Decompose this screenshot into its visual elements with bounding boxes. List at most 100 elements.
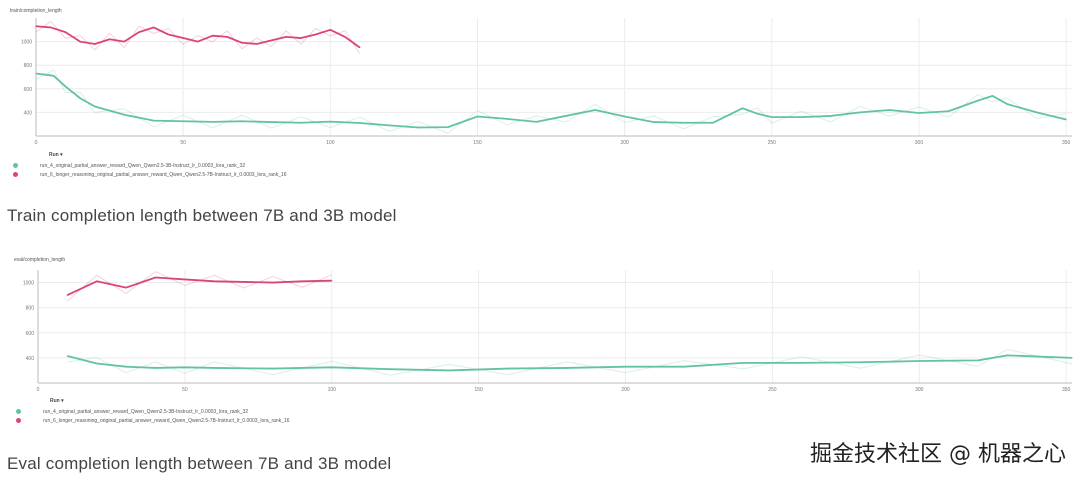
- train-series-point-0: [830, 115, 832, 117]
- train-series-point-0: [888, 109, 891, 111]
- eval-xtick-label: 250: [768, 387, 777, 393]
- train-series-point-0: [79, 97, 81, 99]
- train-series-point-0: [388, 124, 390, 126]
- eval-series-point-1: [96, 280, 98, 282]
- eval-series-point-1: [154, 276, 157, 279]
- eval-series-point-0: [154, 367, 157, 369]
- train-xtick-label: 50: [180, 140, 186, 146]
- eval-series-raw-1: [67, 270, 332, 302]
- eval-xtick-label: 0: [37, 387, 40, 393]
- train-series-point-1: [50, 26, 52, 29]
- train-legend-item-3b[interactable]: run_4_original_partial_answer_reward_Qwe…: [13, 161, 287, 170]
- train-series-point-0: [182, 120, 184, 122]
- eval-series-point-0: [977, 359, 979, 361]
- train-series-line-0: [35, 72, 1067, 129]
- train-chart-plot: 0 50 100 150 200 250 300 350 400 600 800 1000: [21, 18, 1072, 146]
- eval-caption: Eval completion length between 7B and 3B…: [7, 454, 392, 473]
- train-series-point-0: [506, 118, 508, 120]
- train-series-point-1: [108, 38, 111, 40]
- train-series-point-0: [64, 85, 67, 88]
- eval-xtick-label: 100: [328, 387, 337, 393]
- train-series-point-1: [285, 36, 287, 38]
- eval-series-point-0: [918, 360, 920, 362]
- train-series-point-0: [741, 107, 743, 109]
- train-series-point-0: [94, 105, 96, 108]
- eval-series-point-1: [331, 280, 333, 282]
- train-chart-panel: train/completion_length 0 50 100 150 200 250 3…: [0, 0, 1080, 200]
- train-series-raw-1: [35, 20, 361, 54]
- train-series-point-1: [329, 29, 331, 31]
- train-series-point-0: [918, 112, 920, 114]
- eval-series-point-0: [448, 369, 450, 372]
- train-xtick-label: 200: [620, 140, 629, 146]
- pink-dot-icon: [16, 418, 21, 423]
- eval-series-point-0: [566, 367, 568, 369]
- train-series-point-1: [226, 36, 228, 38]
- train-legend-item-7b[interactable]: run_6_longer_reasoning_original_partial_…: [13, 170, 287, 179]
- eval-legend-item-7b[interactable]: run_6_longer_reasoning_original_partial_…: [16, 416, 290, 425]
- watermark-text: 掘金技术社区 @ 机器之心: [810, 442, 1066, 467]
- eval-series-point-0: [624, 366, 627, 368]
- train-series-point-1: [256, 43, 258, 45]
- train-series-point-1: [79, 41, 81, 43]
- train-series-point-1: [182, 37, 184, 39]
- train-series-point-0: [624, 115, 626, 118]
- teal-dot-icon: [13, 163, 18, 168]
- train-xtick-label: 150: [473, 140, 482, 146]
- train-series-point-1: [123, 41, 125, 43]
- eval-series-line-1: [66, 276, 332, 296]
- train-series-point-0: [682, 122, 685, 124]
- train-legend-title: Run ▾: [49, 152, 63, 158]
- train-legend-label-3b: run_4_original_partial_answer_reward_Qwe…: [40, 162, 246, 169]
- eval-chart-plot: 0 50 100 150 200 250 300 350 400 600 800 1000: [23, 270, 1073, 393]
- train-series-point-0: [211, 121, 214, 123]
- train-caption: Train completion length between 7B and 3…: [7, 206, 397, 225]
- train-series-raw-0: [35, 69, 1067, 134]
- train-series-point-0: [123, 114, 125, 116]
- train-series-point-0: [977, 100, 979, 102]
- train-ytick-label: 400: [24, 110, 33, 116]
- eval-series-point-0: [507, 367, 509, 370]
- train-series-point-1: [344, 36, 346, 38]
- eval-xtick-label: 300: [915, 387, 924, 393]
- train-series-point-1: [270, 39, 273, 42]
- eval-ytick-label: 1000: [23, 281, 34, 287]
- eval-series-point-0: [1006, 354, 1008, 356]
- train-xtick-label: 100: [326, 140, 335, 146]
- train-series-point-0: [653, 121, 655, 123]
- train-xtick-label: 0: [35, 140, 38, 146]
- eval-series-point-1: [125, 286, 127, 289]
- train-series-point-0: [270, 121, 273, 123]
- train-series-point-0: [1065, 118, 1067, 121]
- train-series-point-1: [94, 43, 96, 45]
- train-ytick-label: 1000: [21, 40, 32, 46]
- train-series-point-1: [64, 31, 67, 33]
- train-series-point-1: [241, 42, 243, 44]
- train-xtick-label: 300: [915, 140, 924, 146]
- train-series-point-0: [756, 112, 758, 115]
- teal-dot-icon: [16, 409, 21, 414]
- eval-series-point-0: [184, 366, 186, 368]
- eval-xtick-label: 350: [1062, 387, 1071, 393]
- eval-series-point-0: [1071, 357, 1073, 359]
- train-series-point-1: [167, 33, 170, 36]
- eval-legend-title: Run ▾: [50, 398, 64, 404]
- eval-ytick-label: 400: [26, 356, 35, 362]
- train-series-point-0: [53, 75, 55, 77]
- eval-series-point-0: [683, 366, 685, 368]
- eval-series-point-0: [96, 362, 98, 365]
- eval-series-point-0: [213, 367, 215, 369]
- train-ytick-label: 600: [24, 87, 33, 93]
- eval-legend-item-3b[interactable]: run_4_original_partial_answer_reward_Qwe…: [16, 407, 290, 416]
- eval-series-point-0: [389, 368, 392, 370]
- train-series-point-0: [1036, 111, 1038, 113]
- eval-chart-title: eval/completion_length: [14, 257, 66, 263]
- eval-legend-label-3b: run_4_original_partial_answer_reward_Qwe…: [43, 408, 249, 415]
- eval-series-point-0: [859, 361, 862, 363]
- train-series-point-1: [300, 37, 302, 39]
- eval-legend-label-7b: run_6_longer_reasoning_original_partial_…: [43, 417, 290, 424]
- train-series-point-0: [771, 116, 773, 118]
- eval-series-point-1: [243, 281, 245, 283]
- eval-series-point-1: [213, 280, 215, 282]
- eval-series-point-0: [331, 366, 333, 368]
